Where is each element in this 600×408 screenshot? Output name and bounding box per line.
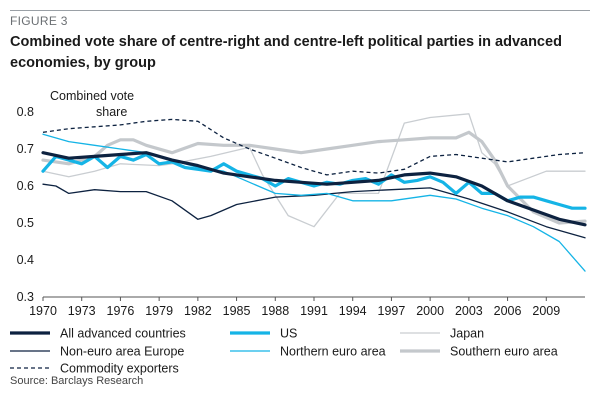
chart-axes: Combined vote share 0.8 0.7 0.6 0.5 0.4 0.31970… [17,89,585,318]
series-lines [41,113,587,272]
chart-legend: All advanced countries US Japan Non-euro ar… [10,327,558,376]
legend-label: Commodity exporters [60,362,179,376]
x-tick-label: 2000 [416,304,444,318]
y-tick-label: 0.3 [17,290,34,304]
y-axis-label: Combined vote share [50,89,134,119]
x-tick-label: 1991 [300,304,328,318]
x-tick-label: 2006 [494,304,522,318]
legend-label: Southern euro area [450,345,558,359]
legend-label: Non-euro area Europe [60,345,184,359]
x-tick-label: 2009 [532,304,560,318]
source-note: Source: Barclays Research [10,375,144,387]
y-tick-label: 0.5 [17,216,34,230]
x-tick-label: 2003 [455,304,483,318]
chart-title: Combined vote share of centre-right and … [10,34,562,71]
series-line-commodity-exporters [42,118,586,176]
legend-label: Northern euro area [280,345,386,359]
x-tick-label: 1976 [107,304,135,318]
x-tick-label: 1970 [29,304,57,318]
x-tick-label: 1979 [145,304,173,318]
legend-label: All advanced countries [60,327,186,341]
series-line-southern-euro-area [41,130,587,225]
legend-label: Japan [450,327,484,341]
x-tick-label: 1985 [223,304,251,318]
y-tick-label: 0.7 [17,142,34,156]
x-tick-label: 1997 [378,304,406,318]
top-rule [10,10,590,11]
legend-label: US [280,327,297,341]
series-line-non-euro-area-europe [42,183,586,239]
series-line-all-advanced-countries [41,151,587,227]
figure-label: FIGURE 3 [10,14,68,28]
x-tick-label: 1973 [68,304,96,318]
series-line-northern-euro-area [42,133,586,272]
x-tick-label: 1994 [339,304,367,318]
x-tick-label: 1988 [261,304,289,318]
y-tick-label: 0.8 [17,105,34,119]
x-tick-label: 1982 [184,304,212,318]
series-line-japan [42,113,586,228]
y-tick-label: 0.6 [17,179,34,193]
y-tick-label: 0.4 [17,253,34,267]
